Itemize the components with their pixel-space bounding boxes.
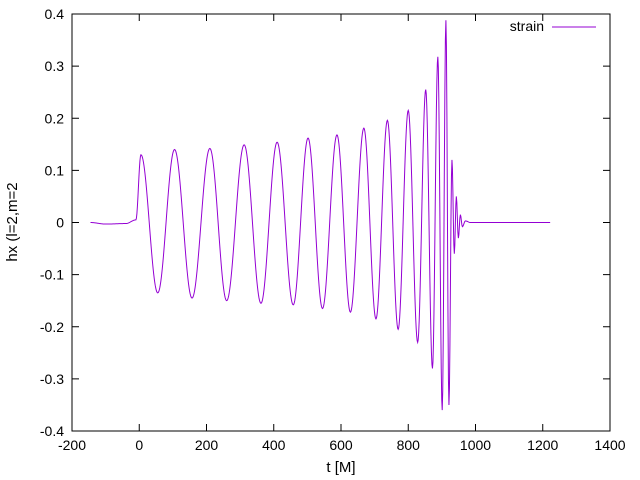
x-tick-label: 1000 [460, 437, 491, 453]
y-tick-label: 0.2 [45, 110, 65, 126]
axis-ticks [71, 13, 611, 432]
x-tick-label: -200 [58, 437, 86, 453]
y-axis-label: hx (l=2,m=2 [4, 182, 21, 261]
y-tick-label: 0 [56, 215, 64, 231]
y-tick-label: -0.1 [40, 267, 64, 283]
y-tick-label: -0.4 [40, 423, 64, 439]
y-tick-label: 0.1 [45, 162, 65, 178]
axis-tick-labels: -200 0 200 400 600 800 1000 1200 1400 0.4 0.3 0.2 0.… [40, 6, 626, 453]
y-tick-label: 0.4 [45, 6, 65, 22]
strain-series-line [90, 20, 551, 411]
x-tick-label: 1200 [527, 437, 558, 453]
legend-label-strain: strain [510, 18, 544, 34]
x-tick-label: 200 [195, 437, 219, 453]
y-tick-label: -0.3 [40, 371, 64, 387]
x-tick-label: 0 [135, 437, 143, 453]
x-tick-label: 800 [397, 437, 421, 453]
y-tick-label: 0.3 [45, 58, 65, 74]
x-tick-label: 400 [262, 437, 286, 453]
legend: strain [510, 18, 596, 34]
x-tick-label: 600 [329, 437, 353, 453]
x-axis-label: t [M] [326, 459, 355, 476]
y-tick-label: -0.2 [40, 319, 64, 335]
x-tick-label: 1400 [594, 437, 625, 453]
